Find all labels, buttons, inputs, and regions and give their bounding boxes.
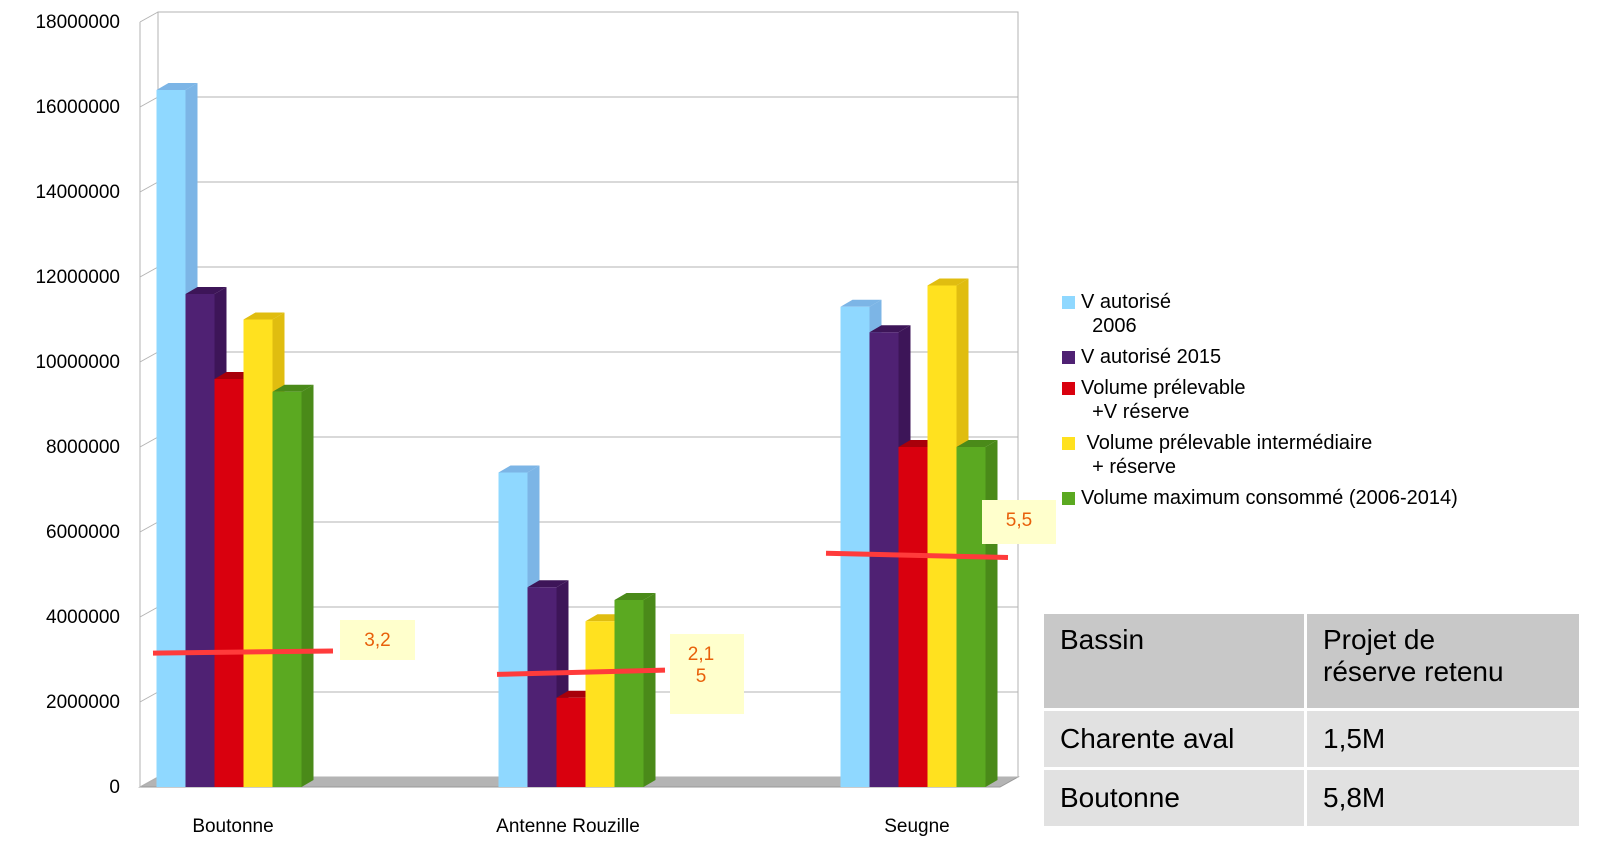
bar xyxy=(927,285,957,787)
annotation-box xyxy=(340,620,415,660)
legend-item-v-autorise-2015: V autorisé 2015 xyxy=(1062,345,1602,369)
bar-top xyxy=(156,83,198,90)
y-tick-label: 14000000 xyxy=(35,182,120,203)
annotation-label: 2,1 5 xyxy=(688,644,714,687)
bar-top xyxy=(498,465,540,473)
table-cell-reserve: 1,5M xyxy=(1304,708,1582,770)
table-cell-bassin: Charente aval xyxy=(1041,708,1307,770)
grid-line-diag xyxy=(139,436,159,448)
bar xyxy=(840,306,870,787)
grid-line-diag xyxy=(139,266,159,278)
bar xyxy=(956,447,986,787)
legend-label: V autorisé 2006 xyxy=(1081,291,1172,337)
bar-top xyxy=(956,440,998,447)
reference-line xyxy=(152,648,334,656)
x-tick-label: Boutonne xyxy=(192,816,273,837)
table-header-projet: Projet de réserve retenu xyxy=(1304,611,1582,711)
table-cell-reserve: 5,8M xyxy=(1304,767,1582,829)
legend-swatch xyxy=(1062,492,1075,505)
bar-side xyxy=(301,384,314,787)
legend-item-volume-prelevable-intermediaire: Volume prélevable intermédiaire + réserv… xyxy=(1062,431,1602,479)
x-tick-label: Seugne xyxy=(884,816,950,837)
y-tick-label: 16000000 xyxy=(35,97,120,118)
legend-label: Volume prélevable intermédiaire + réserv… xyxy=(1086,432,1373,478)
legend-swatch xyxy=(1062,382,1075,395)
table-header-bassin: Bassin xyxy=(1041,611,1307,711)
grid-line-diag xyxy=(139,691,159,703)
grid-line-diag xyxy=(139,181,159,193)
bar xyxy=(869,332,899,787)
bar xyxy=(243,319,273,787)
bar-top xyxy=(927,278,969,286)
y-tick-label: 0 xyxy=(109,777,120,798)
bar-top xyxy=(243,312,285,320)
y-tick-label: 6000000 xyxy=(46,522,120,543)
y-tick-label: 8000000 xyxy=(46,437,120,458)
bar xyxy=(527,587,557,787)
legend-label: Volume prélevable +V réserve xyxy=(1081,377,1246,423)
table-row: Charente aval 1,5M xyxy=(1041,708,1582,770)
grid-line-diag xyxy=(139,606,159,618)
bar xyxy=(214,379,244,787)
legend-label: Volume maximum consommé (2006-2014) xyxy=(1081,487,1458,509)
chart-legend: V autorisé 2006 V autorisé 2015 Volume p… xyxy=(1062,290,1602,517)
y-tick-label: 18000000 xyxy=(35,12,120,33)
y-tick-label: 2000000 xyxy=(46,692,120,713)
legend-swatch xyxy=(1062,437,1075,450)
bar xyxy=(614,600,644,787)
y-tick-label: 12000000 xyxy=(35,267,120,288)
annotation-box xyxy=(982,500,1056,544)
bar-top xyxy=(527,580,569,588)
y-tick-label: 4000000 xyxy=(46,607,120,628)
annotation-label: 3,2 xyxy=(364,630,390,651)
bar-top xyxy=(840,299,882,307)
grid-line-diag xyxy=(139,11,159,23)
grid-line-diag xyxy=(139,351,159,363)
annotation-label: 5,5 xyxy=(1006,510,1032,531)
bar xyxy=(556,697,586,787)
bar-top xyxy=(614,593,656,600)
bar-top xyxy=(869,325,911,333)
grid-line-diag xyxy=(139,521,159,533)
bar-top xyxy=(185,287,227,294)
bar-side xyxy=(643,593,656,787)
bar xyxy=(156,90,186,787)
table-row: Boutonne 5,8M xyxy=(1041,767,1582,829)
bassin-table: Bassin Projet de réserve retenu Charente… xyxy=(1041,611,1582,829)
grid-line-diag xyxy=(139,96,159,108)
bar xyxy=(898,447,928,787)
legend-swatch xyxy=(1062,296,1075,309)
legend-item-volume-prelevable-reserve: Volume prélevable +V réserve xyxy=(1062,376,1602,424)
x-tick-label: Antenne Rouzille xyxy=(496,816,640,837)
grid-line-diag xyxy=(139,776,159,788)
legend-label: V autorisé 2015 xyxy=(1081,346,1222,368)
bar xyxy=(498,472,528,787)
reference-line xyxy=(825,550,1009,560)
legend-item-v-autorise-2006: V autorisé 2006 xyxy=(1062,290,1602,338)
bar xyxy=(272,391,302,787)
table-cell-bassin: Boutonne xyxy=(1041,767,1307,829)
bar-top xyxy=(272,384,314,392)
reference-line xyxy=(496,667,666,677)
bar xyxy=(185,294,215,787)
bar xyxy=(585,621,615,787)
bar-side xyxy=(985,440,998,787)
annotation-box xyxy=(670,634,744,714)
table-header-row: Bassin Projet de réserve retenu xyxy=(1041,611,1582,711)
y-tick-label: 10000000 xyxy=(35,352,120,373)
legend-swatch xyxy=(1062,351,1075,364)
legend-item-volume-maximum-consomme: Volume maximum consommé (2006-2014) xyxy=(1062,486,1602,510)
